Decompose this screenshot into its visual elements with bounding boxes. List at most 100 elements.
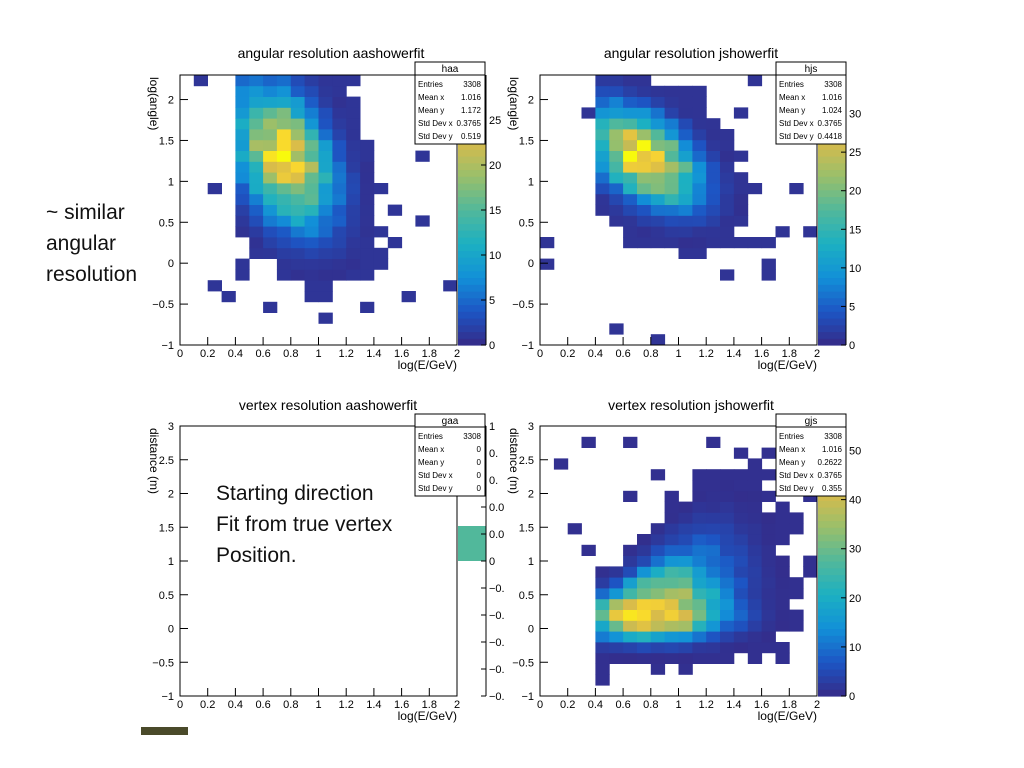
heatmap-cell [720,237,735,249]
heatmap-cell [650,215,666,227]
heatmap-cell [664,642,679,654]
heatmap-cell [692,577,707,589]
heatmap-cell [609,96,624,108]
heatmap-cell [609,150,624,162]
stats-key: Std Dev y [779,484,814,493]
heatmap-cell [443,280,458,292]
z-tick-label: −0. [489,664,505,676]
palette-band [818,162,846,171]
slide-thumbnail-strip [141,727,188,735]
heatmap-cell [706,588,721,600]
heatmap-cell [733,469,749,481]
heatmap-cell [650,139,666,151]
stats-box: gaa Entries 3308 Mean x 0 Mean y 0 Std Dev x 0 St… [414,413,486,497]
heatmap-cell [595,642,610,654]
stats-frame [414,413,486,497]
heatmap-cell [304,291,319,303]
heatmap-cell [692,85,707,97]
heatmap-cell [595,85,610,97]
heatmap-cell [637,161,652,173]
heatmap-cell [761,258,776,270]
heatmap-cell [332,150,347,162]
stats-box: haa Entries 3308 Mean x 1.016 Mean y 1.172 Std … [414,61,486,145]
heatmap-cell [623,609,638,621]
stats-value: 0.519 [461,132,482,141]
stats-value: 0.3765 [457,119,482,128]
heatmap-cell [609,577,624,589]
heatmap-cell [706,118,721,130]
stats-value: 0 [477,471,482,480]
y-tick-label: 0.5 [519,217,534,229]
heatmap-cell [747,501,763,513]
x-tick-label: 0.8 [283,699,298,711]
palette-band [818,669,846,677]
heatmap-cell [609,323,624,335]
stats-key: Entries [418,80,443,89]
heatmap-cell [276,118,292,130]
heatmap-cell [637,118,652,130]
heatmap-cell [623,75,638,87]
z-tick-label: 20 [489,160,501,172]
palette-band [818,156,846,164]
heatmap-cell [249,85,264,97]
heatmap-cell [678,555,693,567]
stats-name: haa [442,64,459,75]
heatmap-cell [637,150,652,162]
y-tick-label: 2 [168,489,174,501]
heatmap-cell [637,204,652,216]
heatmap-cell [664,150,679,162]
heatmap-cell [761,555,776,567]
x-tick-label: 1.4 [726,348,741,360]
stats-key: Entries [779,432,804,441]
heatmap-cell [249,150,264,162]
heatmap-cell [637,555,652,567]
palette-band [818,648,846,657]
palette-band [818,574,846,582]
heatmap-cell [332,161,347,173]
heatmap-cell [747,469,763,481]
heatmap-cell [650,172,666,184]
y-tick-label: −1 [161,691,174,703]
heatmap-cell [664,237,679,249]
palette-band [458,264,486,272]
heatmap-cell [623,436,638,448]
heatmap-cell [747,577,763,589]
heatmap-cell [207,183,222,195]
heatmap-cell [747,458,763,470]
stats-key: Std Dev x [418,119,453,128]
z-tick-label: 0 [489,340,495,352]
heatmap-cell [650,150,666,162]
heatmap-cell [761,523,776,535]
heatmap-cell [623,598,638,610]
heatmap-cell [789,609,804,621]
heatmap-cell [664,226,679,238]
heatmap-cell [733,501,749,513]
heatmap-cell [678,544,693,556]
heatmap-cell [360,139,375,151]
heatmap-cell [318,118,333,130]
heatmap-cell [664,620,679,632]
heatmap-cell [332,258,347,270]
heatmap-cell [678,247,693,259]
heatmap-cell [595,183,610,195]
heatmap-cell [263,215,278,227]
stats-value: 3308 [463,432,481,441]
heatmap-cell [692,237,707,249]
heatmap-cell [318,204,333,216]
x-axis-label: log(E/GeV) [758,709,817,723]
heatmap-cell [332,96,347,108]
heatmap-cell [318,312,333,324]
heatmap-cell [733,566,749,578]
heatmap-cell [249,96,264,108]
y-tick-label: 0.5 [159,217,174,229]
heatmap-cell [803,566,818,578]
heatmap-cell [609,566,624,578]
heatmap-cell [761,269,776,281]
heatmap-cell [706,436,721,448]
heatmap-cell [567,523,582,535]
heatmap-cell [637,620,652,632]
heatmap-cell [650,544,666,556]
heatmap-cell [332,226,347,238]
heatmap-cell [733,642,749,654]
heatmap-cell [692,501,707,513]
